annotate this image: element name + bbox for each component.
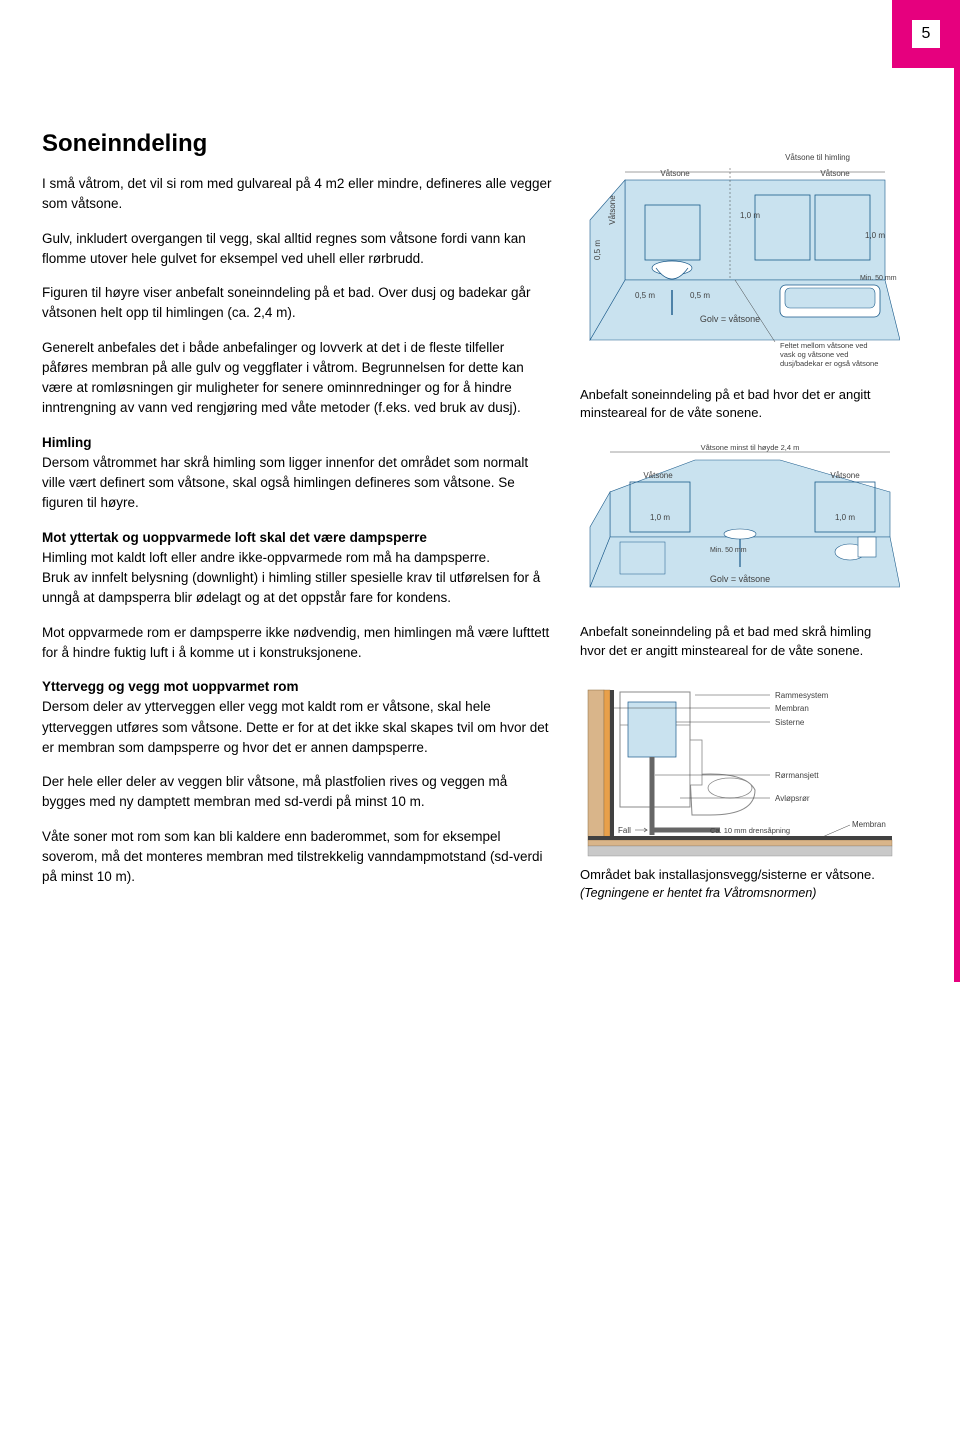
diagram-zones-bathroom: Våtsone til himling Våtsone Våtsone Våts… — [580, 150, 900, 380]
svg-text:1,0 m: 1,0 m — [835, 513, 855, 522]
svg-text:Rørmansjett: Rørmansjett — [775, 771, 819, 780]
subheading-yttervegg: Yttervegg og vegg mot uoppvarmet rom — [42, 677, 552, 697]
caption-text: Området bak installasjonsvegg/sisterne e… — [580, 867, 875, 882]
svg-text:Sisterne: Sisterne — [775, 718, 805, 727]
svg-text:Våtsone: Våtsone — [830, 471, 860, 480]
svg-text:Våtsone minst til høyde 2,4 m: Våtsone minst til høyde 2,4 m — [701, 443, 800, 452]
paragraph: Gulv, inkludert overgangen til vegg, ska… — [42, 229, 552, 270]
paragraph-body: Bruk av innfelt belysning (downlight) i … — [42, 570, 540, 605]
svg-text:Våtsone: Våtsone — [660, 169, 690, 178]
svg-text:1,0 m: 1,0 m — [865, 231, 885, 240]
figure-caption: Området bak installasjonsvegg/sisterne e… — [580, 866, 900, 903]
svg-text:1,0 m: 1,0 m — [740, 211, 760, 220]
paragraph: Yttervegg og vegg mot uoppvarmet rom Der… — [42, 677, 552, 758]
svg-text:Golv = våtsone: Golv = våtsone — [700, 314, 760, 324]
svg-text:Min. 50 mm: Min. 50 mm — [860, 275, 897, 282]
svg-text:0,5 m: 0,5 m — [690, 291, 710, 300]
paragraph-body: Himling mot kaldt loft eller andre ikke-… — [42, 550, 490, 565]
paragraph: Generelt anbefales det i både anbefaling… — [42, 338, 552, 419]
svg-text:Rammesystem: Rammesystem — [775, 691, 829, 700]
svg-text:0,5 m: 0,5 m — [593, 240, 602, 260]
paragraph: Figuren til høyre viser anbefalt soneinn… — [42, 283, 552, 324]
paragraph: Mot yttertak og uoppvarmede loft skal de… — [42, 528, 552, 609]
page-title: Soneinndeling — [42, 130, 552, 158]
svg-text:0,5 m: 0,5 m — [635, 291, 655, 300]
svg-text:Våtsone: Våtsone — [820, 169, 850, 178]
svg-text:Våtsone til himling: Våtsone til himling — [785, 153, 850, 162]
paragraph: Mot oppvarmede rom er dampsperre ikke nø… — [42, 623, 552, 664]
svg-text:Membran: Membran — [852, 820, 886, 829]
page-number: 5 — [922, 25, 931, 43]
diagram-cistern-section: Rammesystem Membran Sisterne Rørmansjett… — [580, 680, 900, 860]
svg-text:Fall: Fall — [618, 826, 631, 835]
figure-column: Våtsone til himling Våtsone Våtsone Våts… — [580, 150, 900, 922]
figure-caption: Anbefalt soneinndeling på et bad hvor de… — [580, 386, 900, 422]
svg-text:Min. 50 mm: Min. 50 mm — [710, 547, 747, 554]
subheading-dampsperre: Mot yttertak og uoppvarmede loft skal de… — [42, 528, 552, 548]
main-text-column: Soneinndeling I små våtrom, det vil si r… — [42, 130, 552, 901]
paragraph-body: Dersom deler av ytterveggen eller vegg m… — [42, 699, 548, 755]
diagram-sloped-ceiling: Våtsone minst til høyde 2,4 m Våtsone Vå… — [580, 442, 900, 617]
svg-text:Ca. 10 mm drensåpning: Ca. 10 mm drensåpning — [710, 826, 790, 835]
svg-text:Golv = våtsone: Golv = våtsone — [710, 574, 770, 584]
svg-text:Membran: Membran — [775, 704, 809, 713]
svg-text:Våtsone: Våtsone — [643, 471, 673, 480]
paragraph: Himling Dersom våtrommet har skrå himlin… — [42, 433, 552, 514]
subheading-himling: Himling — [42, 433, 552, 453]
caption-source: (Tegningene er hentet fra Våtromsnormen) — [580, 886, 816, 900]
accent-sidebar — [954, 0, 960, 982]
paragraph: Våte soner mot rom som kan bli kaldere e… — [42, 827, 552, 888]
svg-text:Våtsone: Våtsone — [608, 195, 617, 225]
paragraph-body: Dersom våtrommet har skrå himling som li… — [42, 455, 528, 511]
page-content: Soneinndeling I små våtrom, det vil si r… — [0, 0, 960, 982]
svg-text:Avløpsrør: Avløpsrør — [775, 794, 810, 803]
figure-caption: Anbefalt soneinndeling på et bad med skr… — [580, 623, 900, 659]
paragraph: I små våtrom, det vil si rom med gulvare… — [42, 174, 552, 215]
paragraph: Der hele eller deler av veggen blir våts… — [42, 772, 552, 813]
svg-text:1,0 m: 1,0 m — [650, 513, 670, 522]
page-number-box: 5 — [912, 20, 940, 48]
